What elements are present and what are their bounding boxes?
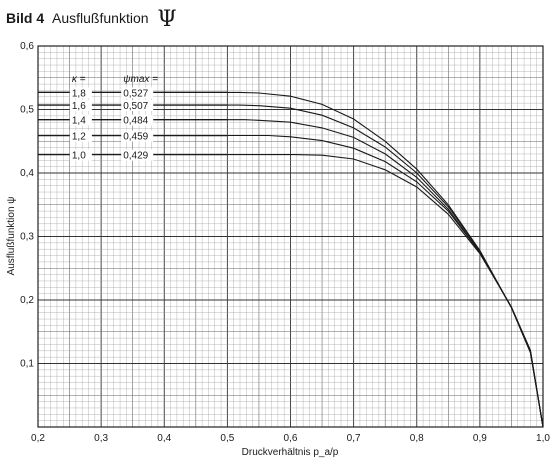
axes xyxy=(37,45,544,428)
legend-label-bg xyxy=(69,100,92,112)
legend-label-bg xyxy=(121,87,154,99)
figure-title: Bild 4 Ausflußfunktion Ψ xyxy=(6,7,177,32)
series-line xyxy=(227,154,544,428)
legend-label-bg xyxy=(69,149,92,161)
psi-symbol: Ψ xyxy=(157,7,177,32)
y-tick-label: 0,2 xyxy=(20,295,34,306)
x-tick-label: 1,0 xyxy=(536,433,550,444)
legend-label-bg xyxy=(69,114,92,126)
legend-psimax-value: 0,527 xyxy=(123,88,148,99)
y-tick-label: 0,3 xyxy=(20,232,34,243)
x-tick-label: 0,5 xyxy=(220,433,234,444)
x-tick-label: 0,2 xyxy=(31,433,45,444)
legend-kappa-value: 1,2 xyxy=(72,132,86,143)
x-tick-label: 0,6 xyxy=(284,433,298,444)
y-tick-label: 0,5 xyxy=(20,105,34,116)
legend-kappa-header: κ = xyxy=(72,74,86,85)
legend-kappa-value: 1,0 xyxy=(72,151,86,162)
x-tick-label: 0,9 xyxy=(473,433,487,444)
y-tick-label: 0,1 xyxy=(20,359,34,370)
y-tick-label: 0,6 xyxy=(20,41,34,52)
legend-psimax-value: 0,459 xyxy=(123,132,148,143)
legend-label-bg xyxy=(121,100,154,112)
figure-number: Bild 4 xyxy=(6,10,45,26)
legend-label-bg xyxy=(69,87,92,99)
legend-kappa-value: 1,8 xyxy=(72,88,86,99)
legend-label-bg xyxy=(121,130,154,142)
legend-kappa-value: 1,6 xyxy=(72,101,86,112)
legend-label-bg xyxy=(121,149,154,161)
figure-name: Ausflußfunktion xyxy=(52,10,149,26)
legend-kappa-value: 1,4 xyxy=(72,116,86,127)
legend-label-bg xyxy=(69,130,92,142)
x-tick-label: 0,7 xyxy=(347,433,361,444)
series-lines xyxy=(227,91,544,428)
legend-psimax-value: 0,429 xyxy=(123,151,148,162)
legend: κ = ψmax = 1,8 0,527 1,6 0,507 1,4 0,484 1,2 0,45… xyxy=(38,74,228,162)
y-tick-label: 0,4 xyxy=(20,168,34,179)
plot-frame xyxy=(37,45,544,428)
legend-psimax-header: ψmax = xyxy=(123,74,158,85)
legend-psimax-value: 0,507 xyxy=(123,101,148,112)
x-tick-label: 0,4 xyxy=(157,433,171,444)
legend-label-bg xyxy=(121,114,154,126)
tick-labels: 0,2 0,3 0,4 0,5 0,6 0,7 0,8 0,9 1,0 0,1 0,2 0,3 0,4 0… xyxy=(20,41,550,444)
x-tick-label: 0,8 xyxy=(410,433,424,444)
x-tick-label: 0,3 xyxy=(94,433,108,444)
x-axis-label: Druckverhältnis p_a/p xyxy=(242,447,339,458)
y-axis-label: Ausflußfunktion ψ xyxy=(6,197,17,276)
legend-psimax-value: 0,484 xyxy=(123,116,148,127)
